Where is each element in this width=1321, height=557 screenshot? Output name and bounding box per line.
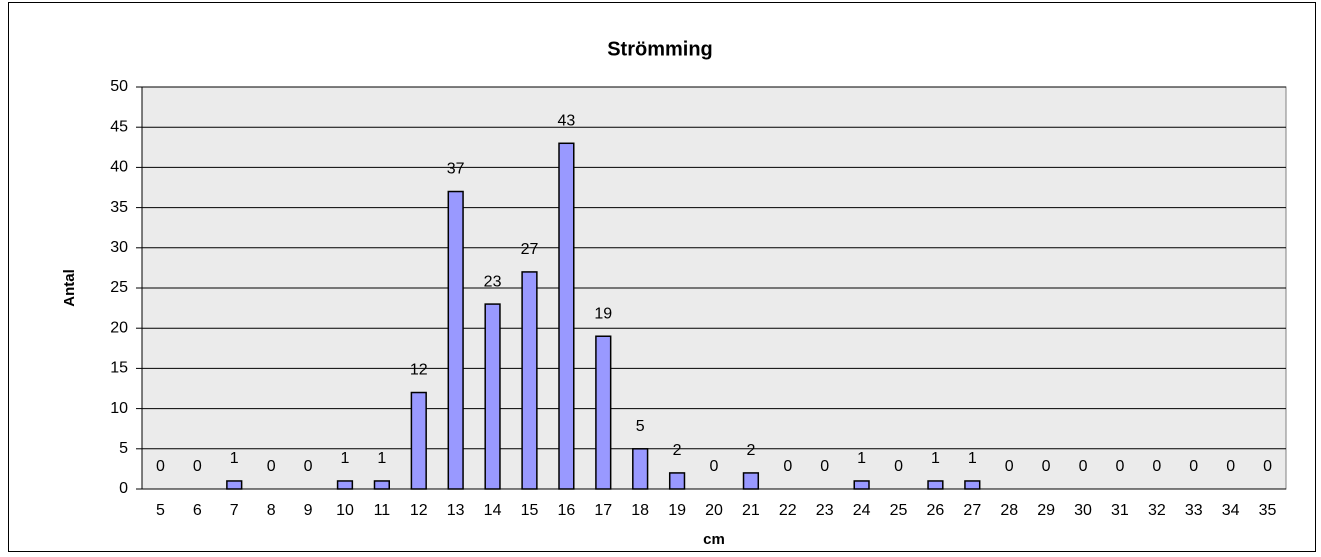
- bar: [668, 472, 686, 490]
- x-tick-label: 8: [267, 502, 276, 519]
- chart-title: Strömming: [607, 38, 713, 60]
- y-tick-label: 5: [119, 440, 128, 457]
- bar: [226, 480, 243, 490]
- data-label: 0: [156, 458, 165, 475]
- y-tick-label: 50: [110, 78, 128, 95]
- y-tick-label: 0: [119, 480, 128, 497]
- data-label: 37: [447, 161, 465, 178]
- x-tick-label: 33: [1185, 502, 1203, 519]
- x-tick-label: 15: [521, 502, 539, 519]
- x-tick-label: 7: [230, 502, 239, 519]
- x-tick-label: 25: [890, 502, 908, 519]
- x-tick-label: 16: [557, 502, 575, 519]
- bar: [484, 303, 501, 490]
- data-label: 0: [783, 458, 792, 475]
- x-tick-label: 5: [156, 502, 165, 519]
- x-tick-label: 17: [594, 502, 612, 519]
- bar: [853, 480, 870, 490]
- y-tick-label: 15: [110, 360, 128, 377]
- x-tick-label: 9: [304, 502, 313, 519]
- data-label: 0: [1226, 458, 1235, 475]
- data-label: 0: [1005, 458, 1014, 475]
- x-tick-label: 21: [742, 502, 760, 519]
- data-label: 0: [1189, 458, 1198, 475]
- data-label: 0: [710, 458, 719, 475]
- x-tick-label: 30: [1074, 502, 1092, 519]
- data-label: 0: [820, 458, 829, 475]
- data-label: 27: [521, 241, 539, 258]
- bar: [742, 472, 760, 490]
- y-tick-label: 30: [110, 239, 128, 256]
- bar: [595, 335, 612, 490]
- data-label: 1: [931, 450, 940, 467]
- data-label: 43: [557, 112, 575, 129]
- data-label: 0: [1263, 458, 1272, 475]
- data-label: 0: [894, 458, 903, 475]
- x-tick-label: 14: [484, 502, 502, 519]
- data-label: 23: [484, 273, 502, 290]
- x-tick-label: 12: [410, 502, 428, 519]
- data-label: 0: [1042, 458, 1051, 475]
- data-label: 12: [410, 362, 428, 379]
- x-tick-label: 24: [853, 502, 871, 519]
- x-tick-label: 31: [1111, 502, 1129, 519]
- data-label: 0: [1115, 458, 1124, 475]
- data-label: 0: [1079, 458, 1088, 475]
- bar: [447, 190, 464, 490]
- x-tick-label: 34: [1222, 502, 1240, 519]
- bar: [927, 480, 944, 490]
- data-label: 0: [267, 458, 276, 475]
- data-label: 2: [746, 442, 755, 459]
- x-tick-label: 13: [447, 502, 465, 519]
- bar: [373, 480, 391, 490]
- bar: [964, 480, 981, 490]
- x-tick-label: 20: [705, 502, 723, 519]
- x-tick-label: 18: [631, 502, 649, 519]
- data-label: 1: [857, 450, 866, 467]
- data-label: 5: [636, 418, 645, 435]
- x-axis-title: cm: [703, 531, 725, 548]
- data-label: 0: [1152, 458, 1161, 475]
- x-tick-label: 23: [816, 502, 834, 519]
- x-tick-label: 29: [1037, 502, 1055, 519]
- x-tick-label: 19: [668, 502, 686, 519]
- y-axis-title: Antal: [61, 269, 78, 307]
- data-label: 1: [341, 450, 350, 467]
- x-tick-label: 6: [193, 502, 202, 519]
- x-tick-label: 28: [1000, 502, 1018, 519]
- bar: [558, 142, 575, 490]
- bar: [336, 480, 354, 490]
- x-tick-label: 35: [1259, 502, 1277, 519]
- y-tick-label: 10: [110, 400, 128, 417]
- data-label: 1: [377, 450, 386, 467]
- y-tick-label: 25: [110, 279, 128, 296]
- data-label: 0: [304, 458, 313, 475]
- x-tick-label: 26: [927, 502, 945, 519]
- y-tick-label: 45: [110, 118, 128, 135]
- bar: [521, 271, 538, 490]
- y-tick-label: 20: [110, 319, 128, 336]
- data-label: 19: [594, 305, 612, 322]
- y-tick-label: 40: [110, 159, 128, 176]
- x-tick-label: 27: [963, 502, 981, 519]
- data-label: 1: [968, 450, 977, 467]
- x-tick-label: 10: [336, 502, 354, 519]
- bar: [410, 391, 427, 490]
- data-label: 2: [673, 442, 682, 459]
- data-label: 0: [193, 458, 202, 475]
- x-tick-label: 22: [779, 502, 797, 519]
- y-tick-label: 35: [110, 199, 128, 216]
- data-label: 1: [230, 450, 239, 467]
- x-tick-label: 11: [374, 502, 391, 519]
- bar: [632, 448, 649, 490]
- x-tick-label: 32: [1148, 502, 1166, 519]
